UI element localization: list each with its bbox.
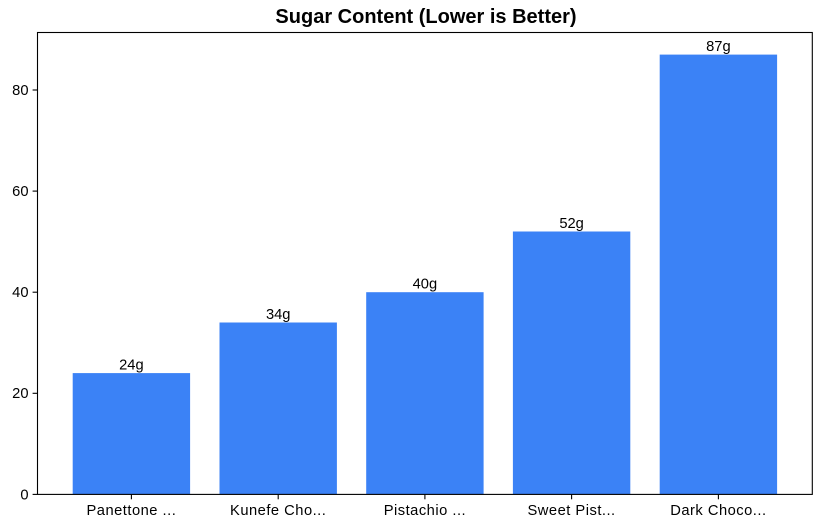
svg-text:24g: 24g bbox=[119, 357, 144, 373]
svg-text:Sweet Pist...: Sweet Pist... bbox=[528, 503, 616, 519]
svg-text:40: 40 bbox=[12, 285, 28, 301]
svg-text:0: 0 bbox=[20, 487, 28, 503]
svg-text:20: 20 bbox=[12, 386, 28, 402]
svg-text:Panettone ...: Panettone ... bbox=[87, 503, 177, 519]
svg-text:60: 60 bbox=[12, 184, 28, 200]
svg-text:80: 80 bbox=[12, 83, 28, 99]
svg-text:87g: 87g bbox=[706, 39, 731, 55]
svg-text:40g: 40g bbox=[413, 277, 438, 293]
svg-text:52g: 52g bbox=[559, 216, 584, 232]
svg-text:Sugar Content (Lower is Better: Sugar Content (Lower is Better) bbox=[275, 6, 576, 28]
svg-text:Pistachio ...: Pistachio ... bbox=[384, 503, 466, 519]
svg-text:Kunefe Cho...: Kunefe Cho... bbox=[230, 503, 326, 519]
svg-text:34g: 34g bbox=[266, 307, 291, 323]
svg-text:Dark Choco...: Dark Choco... bbox=[670, 503, 766, 519]
